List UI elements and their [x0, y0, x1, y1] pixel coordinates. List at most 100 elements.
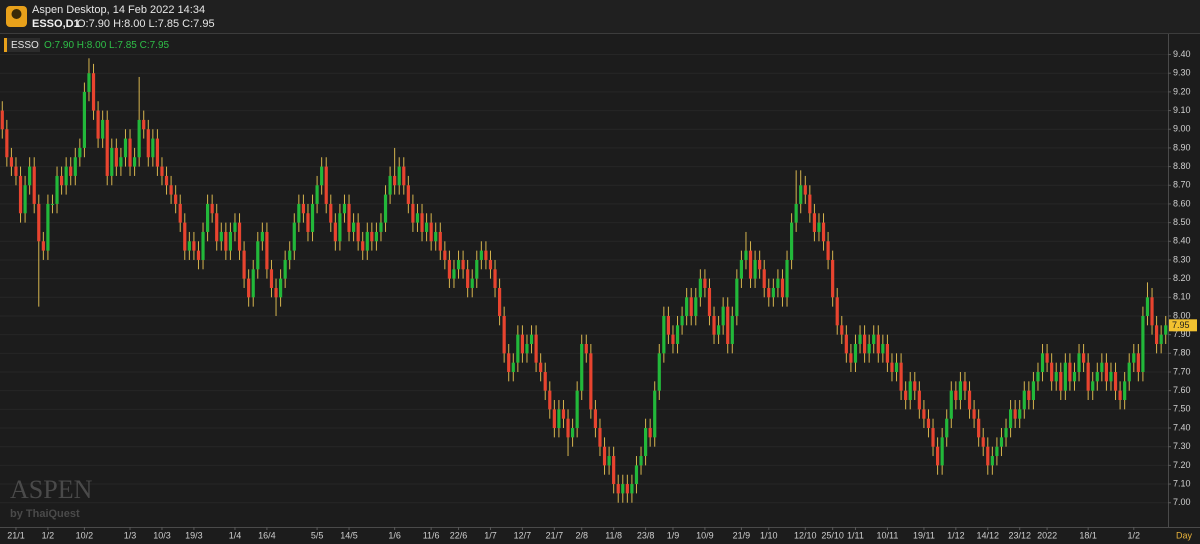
candle-body: [87, 73, 91, 92]
candle-body: [497, 287, 502, 316]
candle-body: [1036, 372, 1040, 382]
candle-body: [776, 278, 780, 288]
candle-body: [424, 222, 429, 232]
candle-body: [0, 110, 4, 130]
candle-body: [379, 222, 383, 232]
candle-body: [351, 222, 356, 232]
brand-by: by ThaiQuest: [10, 508, 80, 520]
candle-body: [1164, 325, 1168, 335]
y-tick-label: 7.60: [1173, 385, 1191, 395]
y-tick-label: 9.10: [1173, 105, 1191, 115]
candle-body: [767, 287, 771, 298]
candle-body: [612, 456, 616, 485]
candle-body: [78, 147, 82, 158]
candle-body: [342, 203, 347, 214]
x-tick-label: 1/2: [42, 530, 55, 540]
y-tick-label: 9.30: [1173, 68, 1191, 78]
candle-body: [803, 185, 807, 195]
candle-body: [922, 409, 926, 419]
y-tick-label: 8.80: [1173, 161, 1191, 171]
y-tick-label: 7.50: [1173, 404, 1191, 414]
candle-body: [461, 259, 465, 270]
candle-body: [808, 194, 812, 214]
candle-body: [862, 334, 867, 354]
candle-body: [539, 362, 543, 373]
candle-body: [55, 175, 59, 204]
candle-body: [639, 456, 643, 466]
candle-body: [1022, 390, 1026, 410]
candle-body: [1040, 353, 1045, 373]
candle-body: [958, 381, 963, 401]
candle-body: [347, 203, 351, 232]
candle-body: [187, 241, 191, 251]
candle-body: [329, 203, 333, 223]
candle-body: [155, 138, 160, 167]
candle-body: [1027, 390, 1031, 401]
candle-body: [178, 203, 182, 223]
candle-body: [32, 166, 36, 204]
y-tick-label: 9.40: [1173, 49, 1191, 59]
candle-body: [356, 222, 360, 242]
candle-body: [589, 353, 593, 410]
candle-body: [972, 409, 976, 419]
x-tick-label: 1/11: [847, 530, 864, 540]
candle-body: [256, 241, 260, 270]
candle-body: [977, 418, 981, 438]
candles: [0, 58, 1168, 503]
candle-body: [1031, 381, 1036, 401]
candle-body: [1004, 428, 1008, 438]
candle-body: [1132, 353, 1136, 363]
candle-body: [192, 241, 196, 251]
candle-body: [867, 343, 871, 354]
candle-body: [1091, 381, 1095, 391]
candle-body: [288, 250, 292, 260]
candle-body: [525, 343, 529, 354]
candle-body: [917, 390, 921, 410]
candle-body: [703, 278, 707, 288]
candle-body: [484, 250, 488, 260]
candle-body: [50, 203, 55, 205]
candle-body: [607, 456, 611, 466]
candle-body: [516, 334, 520, 363]
candle-body: [557, 409, 561, 429]
candle-body: [393, 175, 397, 186]
x-tick-label: 21/7: [546, 530, 564, 540]
candle-body: [753, 259, 757, 279]
candle-body: [219, 231, 223, 242]
x-tick-label: 10/11: [876, 530, 898, 540]
candle-body: [744, 250, 748, 260]
x-tick-label: 1/12: [947, 530, 965, 540]
candle-body: [119, 157, 123, 167]
candle-body: [260, 231, 264, 242]
candle-body: [616, 484, 620, 494]
candle-body: [224, 231, 228, 251]
candle-body: [137, 119, 141, 158]
candle-body: [1150, 297, 1154, 326]
x-tick-label: 23/12: [1008, 530, 1031, 540]
candle-body: [1141, 315, 1145, 373]
candle-body: [899, 362, 903, 391]
x-tick-label: 11/6: [423, 530, 440, 540]
candle-body: [64, 166, 68, 186]
candle-body: [479, 250, 483, 260]
candle-body: [274, 287, 278, 298]
candle-body: [881, 343, 885, 354]
candle-body: [470, 278, 474, 288]
candle-body: [1159, 334, 1163, 344]
candle-body: [228, 231, 233, 251]
candle-body: [643, 428, 648, 457]
candle-body: [73, 157, 77, 176]
candle-body: [1154, 325, 1159, 344]
candle-body: [1123, 381, 1127, 401]
candle-body: [338, 213, 342, 242]
x-tick-label: 11/8: [605, 530, 622, 540]
candle-body: [634, 465, 639, 485]
candle-body: [160, 166, 164, 176]
candle-body: [37, 203, 41, 242]
candle-body: [196, 250, 201, 260]
candle-body: [1104, 362, 1109, 382]
candle-body: [913, 381, 917, 391]
candle-body: [1072, 372, 1077, 382]
candle-body: [210, 203, 214, 214]
